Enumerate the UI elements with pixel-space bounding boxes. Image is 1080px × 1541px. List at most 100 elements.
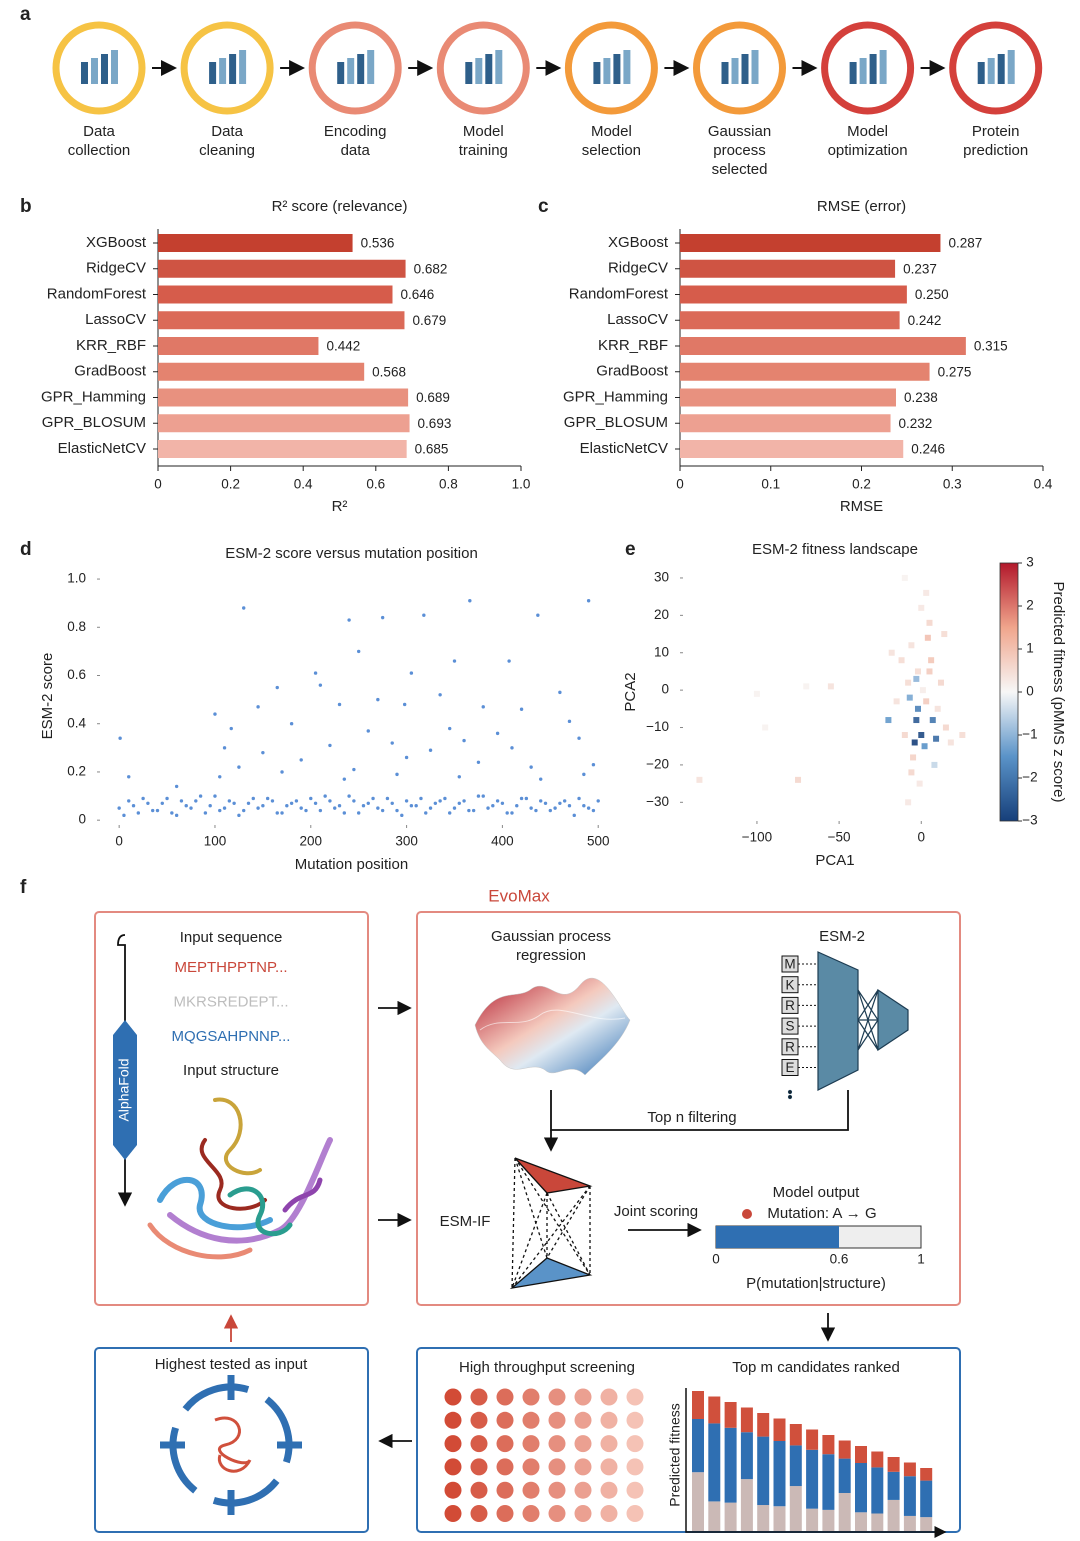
category-label: LassoCV bbox=[85, 311, 146, 328]
panel-letter: f bbox=[20, 877, 27, 898]
y-axis-label: ESM-2 score bbox=[39, 653, 56, 740]
point bbox=[959, 732, 966, 738]
point bbox=[462, 738, 466, 743]
esm2-network bbox=[787, 951, 909, 1100]
value-label: 0.287 bbox=[948, 236, 982, 251]
category-label: GPR_Hamming bbox=[563, 388, 668, 405]
point bbox=[261, 750, 265, 755]
point bbox=[323, 794, 327, 798]
well bbox=[600, 1481, 618, 1499]
workflow-ring bbox=[180, 21, 274, 115]
category-label: RandomForest bbox=[47, 285, 147, 302]
workflow-icon bbox=[1007, 50, 1015, 84]
point bbox=[510, 811, 514, 815]
y-tick-label: 1.0 bbox=[67, 571, 86, 586]
point bbox=[174, 813, 179, 818]
step-label: Data bbox=[83, 123, 115, 140]
well bbox=[600, 1411, 618, 1429]
point bbox=[155, 808, 160, 813]
value-label: 0.646 bbox=[400, 287, 434, 302]
y-tick-label: −20 bbox=[646, 756, 669, 771]
point bbox=[577, 736, 581, 740]
value-label: 0.442 bbox=[326, 339, 360, 354]
point bbox=[827, 683, 834, 690]
point bbox=[562, 799, 567, 803]
point bbox=[285, 804, 289, 808]
rank-red bbox=[887, 1457, 900, 1472]
y-tick-label: 20 bbox=[654, 607, 669, 622]
point bbox=[352, 767, 356, 772]
point bbox=[457, 775, 461, 779]
point bbox=[385, 796, 390, 801]
point bbox=[256, 705, 260, 709]
point bbox=[481, 705, 485, 709]
point bbox=[242, 606, 246, 610]
label: P(mutation|structure) bbox=[746, 1275, 886, 1292]
chart-title: ESM-2 score versus mutation position bbox=[225, 545, 478, 562]
bar bbox=[158, 362, 365, 381]
well bbox=[444, 1411, 462, 1429]
step-label: Model bbox=[847, 123, 888, 140]
point bbox=[237, 813, 241, 818]
protein-structure bbox=[147, 1097, 333, 1260]
point bbox=[198, 794, 203, 798]
point bbox=[361, 804, 366, 808]
x-tick-label: −50 bbox=[828, 830, 851, 845]
rank-blue bbox=[773, 1441, 786, 1507]
point bbox=[582, 772, 586, 777]
point bbox=[232, 801, 236, 805]
point bbox=[342, 811, 347, 815]
workflow-icon bbox=[613, 54, 621, 84]
y-tick-label: 0.4 bbox=[67, 715, 86, 730]
rank-gray bbox=[903, 1515, 916, 1531]
point bbox=[222, 806, 227, 810]
point bbox=[294, 799, 299, 803]
workflow-icon bbox=[849, 62, 857, 84]
bar bbox=[158, 337, 319, 355]
point bbox=[318, 808, 323, 813]
well bbox=[574, 1505, 592, 1522]
y-tick-label: 30 bbox=[654, 570, 669, 585]
point bbox=[213, 712, 217, 716]
token: E bbox=[785, 1060, 794, 1075]
workflow-ring bbox=[436, 21, 530, 115]
category-label: KRR_RBF bbox=[598, 337, 668, 354]
well bbox=[470, 1435, 488, 1453]
point bbox=[795, 776, 802, 783]
workflow-icon bbox=[751, 50, 759, 84]
point bbox=[941, 631, 948, 638]
well bbox=[522, 1435, 540, 1453]
prob-tick-label: 0 bbox=[712, 1252, 720, 1267]
category-label: LassoCV bbox=[607, 311, 668, 328]
category-label: XGBoost bbox=[608, 234, 669, 251]
point bbox=[524, 796, 529, 801]
sequence: MQGSAHPNNP... bbox=[172, 1028, 291, 1045]
value-label: 0.237 bbox=[903, 261, 937, 276]
point bbox=[696, 776, 703, 783]
point bbox=[170, 811, 174, 815]
step-label: Data bbox=[211, 123, 243, 140]
step-label: process bbox=[713, 142, 766, 159]
axis-label: Predicted fitness bbox=[667, 1403, 683, 1507]
panel-letter: a bbox=[20, 4, 31, 25]
bar bbox=[680, 414, 891, 433]
point bbox=[919, 687, 926, 694]
bar bbox=[680, 337, 966, 355]
point bbox=[519, 707, 524, 711]
point bbox=[457, 801, 461, 805]
bar bbox=[680, 440, 904, 458]
point bbox=[929, 717, 936, 724]
colorbar-label: Predicted fitness (pMMS z score) bbox=[1050, 582, 1067, 803]
point bbox=[222, 746, 227, 750]
point bbox=[261, 804, 265, 808]
point bbox=[318, 683, 323, 687]
x-tick-label: 0.1 bbox=[761, 477, 780, 492]
point bbox=[591, 808, 596, 813]
well bbox=[548, 1435, 566, 1453]
point bbox=[591, 763, 596, 767]
category-label: XGBoost bbox=[86, 234, 147, 251]
well bbox=[626, 1388, 644, 1406]
rank-blue bbox=[789, 1445, 802, 1487]
prob-tick-label: 1 bbox=[917, 1252, 925, 1267]
value-label: 0.238 bbox=[904, 390, 938, 405]
